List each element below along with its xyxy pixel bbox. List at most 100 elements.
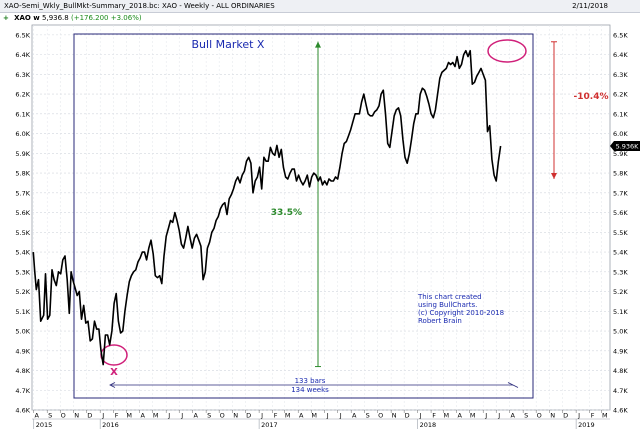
y-tick-right: 5.3K	[613, 268, 628, 276]
x-month-label: J	[101, 412, 104, 420]
weeks-label: 134 weeks	[291, 386, 329, 394]
y-tick-left: 4.8K	[15, 367, 30, 375]
credit-line-4: Robert Brain	[418, 317, 462, 325]
x-month-label: S	[524, 412, 528, 420]
y-tick-right: 4.7K	[613, 387, 628, 395]
last-value-box	[610, 141, 640, 152]
security-legend: + XAO w 5,936.8 (+176.200 +3.06%)	[3, 13, 142, 24]
y-tick-left: 6.1K	[15, 110, 30, 118]
x-month-label: M	[443, 412, 449, 420]
low-marker: X	[110, 367, 118, 378]
y-tick-left: 6.2K	[15, 91, 30, 99]
decline-arrow	[551, 41, 557, 179]
x-month-label: N	[233, 412, 238, 420]
legend-plus-icon[interactable]: +	[3, 14, 9, 22]
x-month-label: O	[378, 412, 383, 420]
x-month-label: M	[285, 412, 291, 420]
gain-label: 33.5%	[271, 208, 302, 218]
x-month-label: N	[392, 412, 397, 420]
x-month-label: J	[167, 412, 170, 420]
x-month-label: S	[366, 412, 370, 420]
y-tick-left: 6.5K	[15, 31, 30, 39]
y-tick-left: 5.6K	[15, 209, 30, 217]
x-month-label: A	[352, 412, 357, 420]
x-month-label: N	[74, 412, 79, 420]
y-tick-right: 4.9K	[613, 347, 628, 355]
x-month-label: O	[61, 412, 66, 420]
series-line-xao	[32, 49, 502, 366]
x-month-label: J	[577, 412, 580, 420]
chart-date: 2/11/2018	[572, 2, 608, 10]
y-tick-left: 5.9K	[15, 150, 30, 158]
x-year-label: 2017	[261, 421, 278, 429]
y-tick-left: 6.4K	[15, 51, 30, 59]
x-year-label: 2016	[102, 421, 119, 429]
y-tick-left: 6.3K	[15, 71, 30, 79]
x-month-label: S	[207, 412, 211, 420]
x-month-label: M	[470, 412, 476, 420]
y-tick-right: 6.4K	[613, 51, 628, 59]
x-month-label: O	[220, 412, 225, 420]
y-tick-right: 5.0K	[613, 328, 628, 336]
x-month-label: F	[591, 412, 595, 420]
y-tick-right: 5.1K	[613, 308, 628, 316]
y-tick-right: 6.5K	[613, 31, 628, 39]
credit-line-1: This chart created	[417, 293, 482, 301]
y-tick-left: 5.1K	[15, 308, 30, 316]
y-tick-right: 5.9K	[613, 150, 628, 158]
x-month-label: F	[115, 412, 119, 420]
bars-arrow-left-head	[109, 382, 116, 388]
x-month-label: M	[311, 412, 317, 420]
window-title: XAO-Semi_Wkly_BullMkt-Summary_2018.bc: X…	[4, 2, 275, 10]
y-tick-left: 5.2K	[15, 288, 30, 296]
y-tick-right: 6.3K	[613, 71, 628, 79]
x-month-label: J	[484, 412, 487, 420]
x-month-label: D	[246, 412, 251, 420]
decline-arrow-head	[551, 173, 557, 179]
y-tick-left: 5.4K	[15, 249, 30, 257]
y-tick-right: 5.5K	[613, 229, 628, 237]
x-year-label: 2018	[420, 421, 437, 429]
x-year-label: 2019	[578, 421, 595, 429]
x-month-label: M	[153, 412, 159, 420]
bull-market-box	[73, 33, 534, 399]
x-month-label: M	[126, 412, 132, 420]
y-tick-left: 5.3K	[15, 268, 30, 276]
y-tick-left: 4.6K	[15, 407, 30, 415]
y-tick-left: 5.0K	[15, 328, 30, 336]
series-group	[32, 49, 502, 366]
x-month-label: D	[563, 412, 568, 420]
high-circle	[487, 39, 527, 63]
x-month-label: A	[193, 412, 198, 420]
x-month-label: M	[602, 412, 608, 420]
x-month-label: A	[35, 412, 40, 420]
x-month-label: J	[180, 412, 183, 420]
bars-label: 133 bars	[295, 377, 326, 385]
x-month-label: S	[48, 412, 52, 420]
x-year-label: 2015	[36, 421, 53, 429]
x-month-label: J	[419, 412, 422, 420]
legend-symbol[interactable]: XAO w	[14, 14, 40, 22]
last-value-tag: 5.936K	[610, 141, 640, 152]
y-tick-right: 4.8K	[613, 367, 628, 375]
x-month-label: J	[497, 412, 500, 420]
legend-value: 5,936.8	[42, 14, 69, 22]
y-tick-left: 5.8K	[15, 170, 30, 178]
y-tick-right: 5.2K	[613, 288, 628, 296]
y-tick-right: 5.7K	[613, 189, 628, 197]
y-tick-left: 4.9K	[15, 347, 30, 355]
y-tick-right: 5.8K	[613, 170, 628, 178]
y-tick-right: 4.6K	[613, 407, 628, 415]
x-month-label: D	[87, 412, 92, 420]
x-month-label: F	[274, 412, 278, 420]
x-month-label: N	[550, 412, 555, 420]
plot-area	[31, 24, 611, 411]
bars-arrow	[109, 382, 519, 388]
x-month-label: F	[432, 412, 436, 420]
y-tick-left: 5.5K	[15, 229, 30, 237]
x-month-label: D	[405, 412, 410, 420]
last-value-text: 5.936K	[616, 143, 640, 151]
x-month-label: J	[260, 412, 263, 420]
